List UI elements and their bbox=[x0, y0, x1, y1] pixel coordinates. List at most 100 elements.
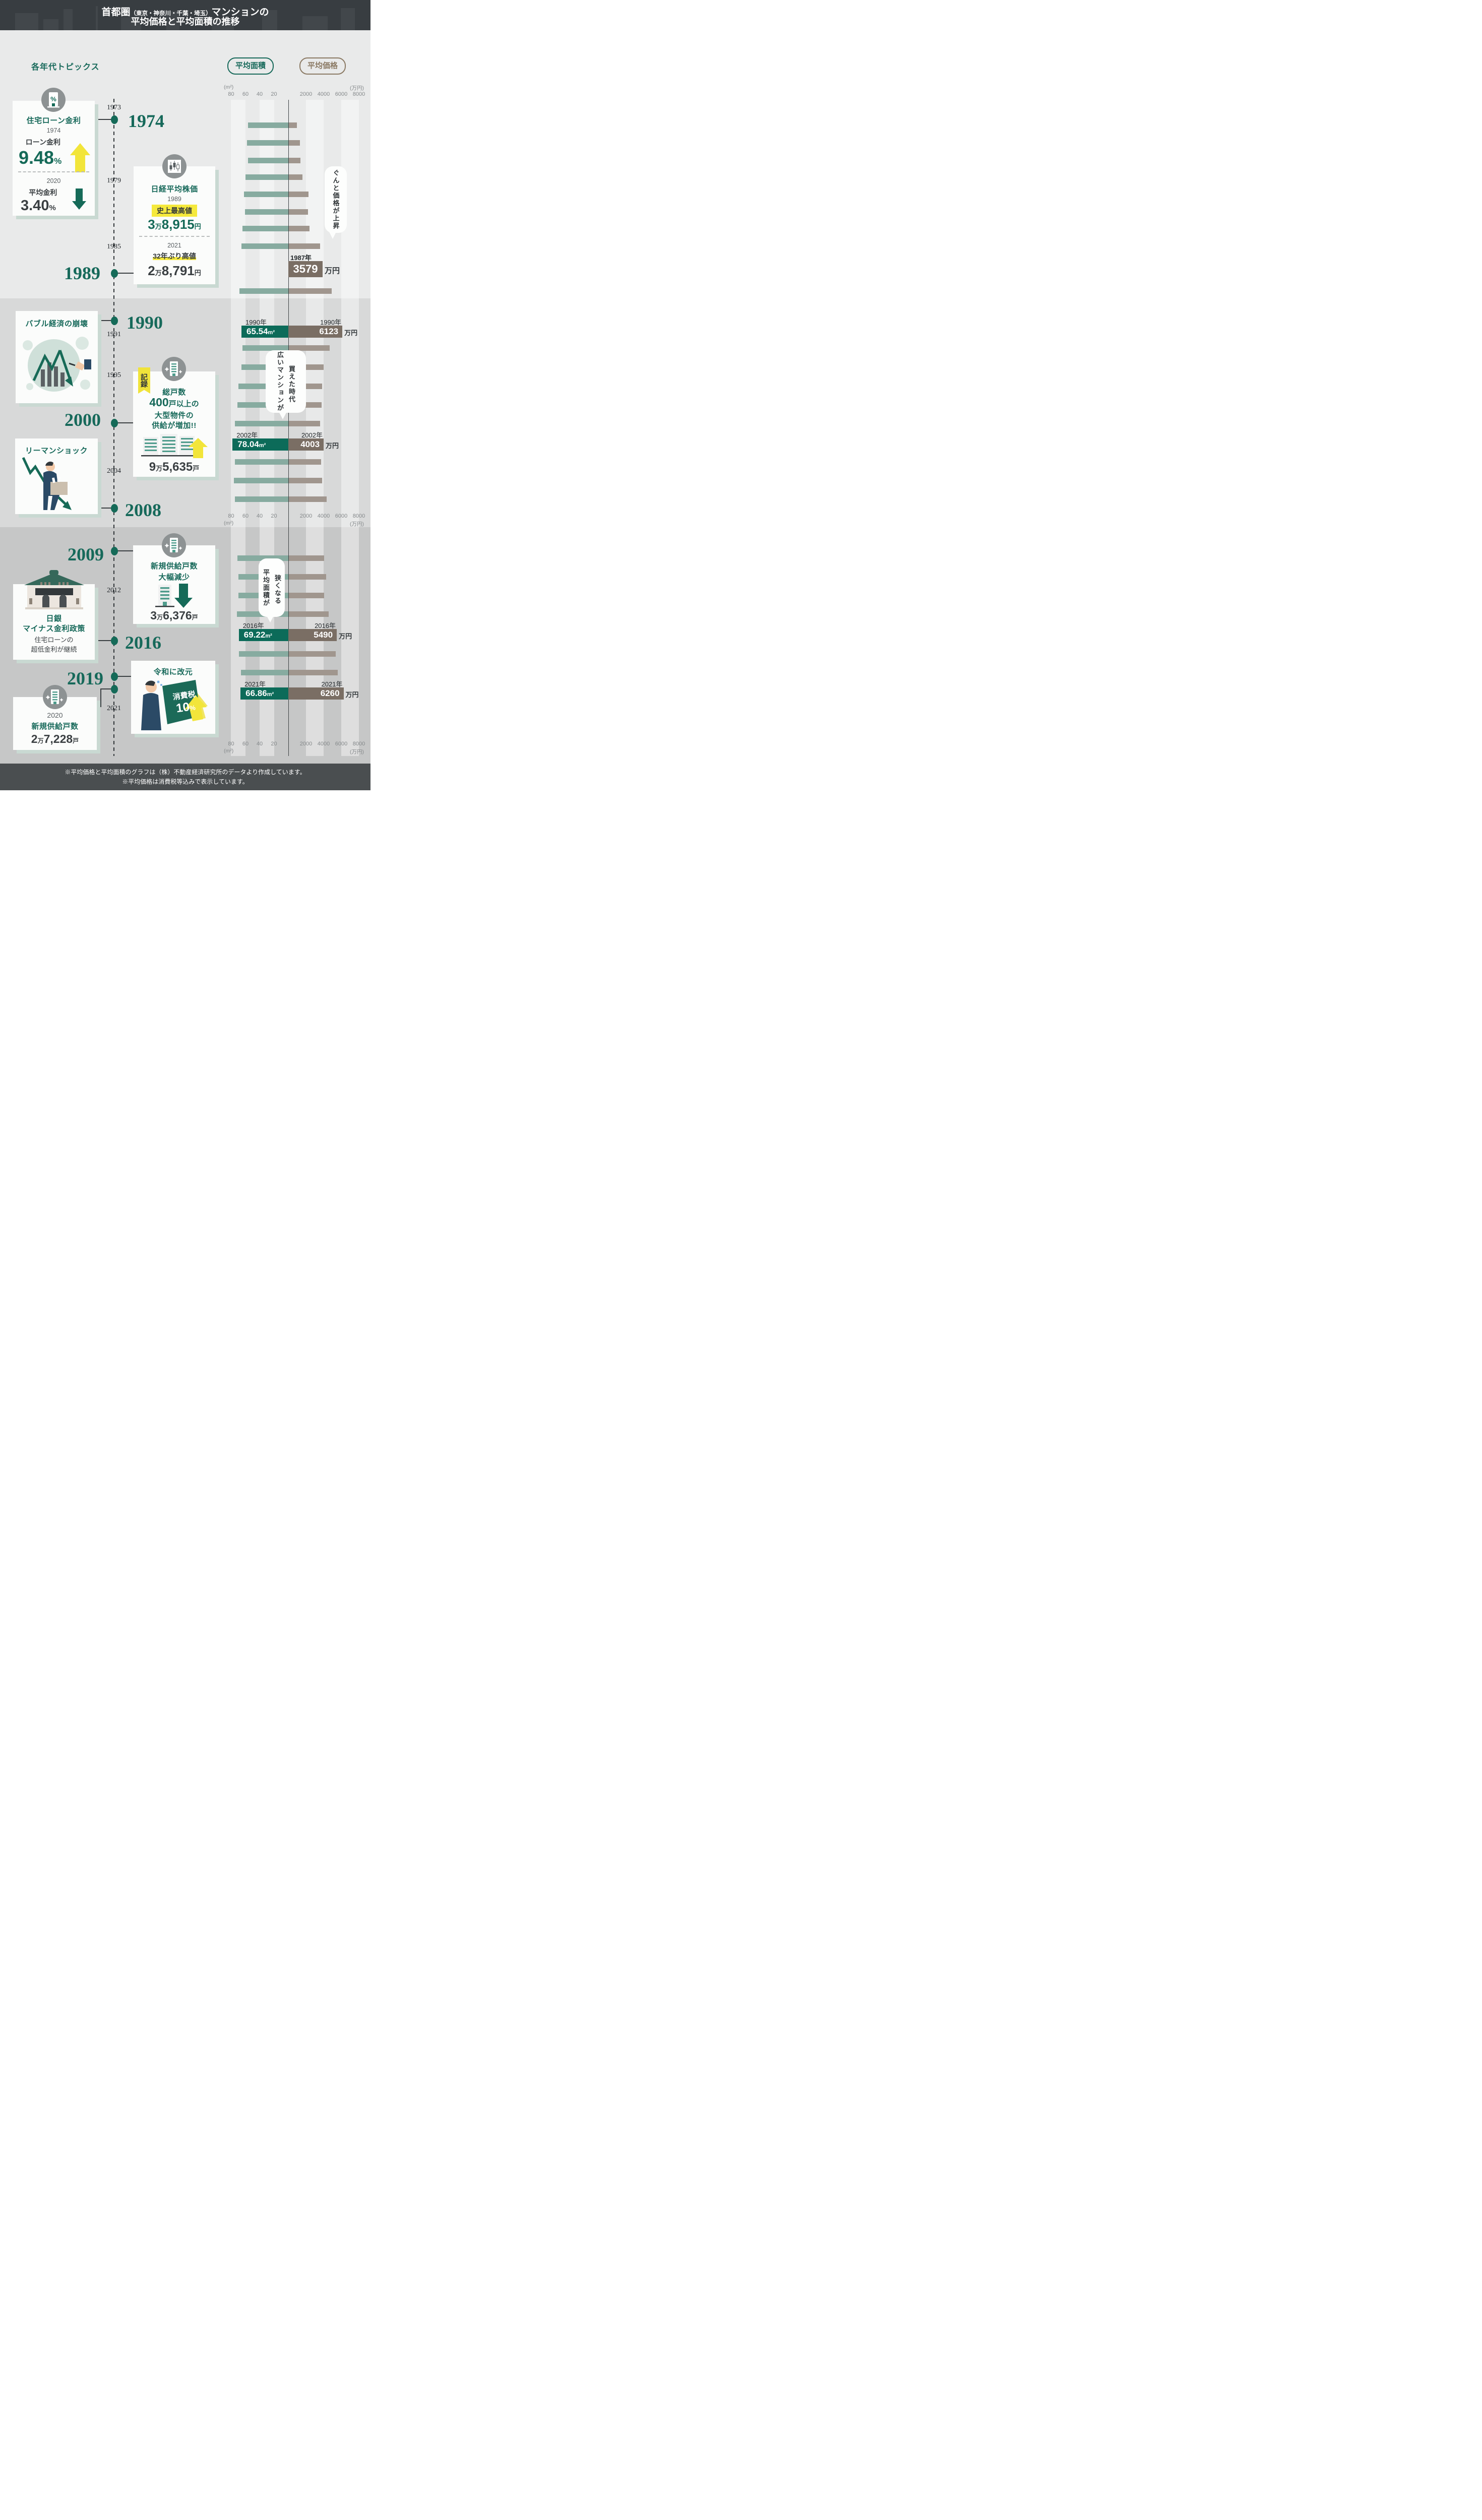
area-bar-1985 bbox=[242, 225, 288, 231]
area-bar-2006 bbox=[234, 477, 288, 483]
timeline-dot-extra bbox=[111, 685, 118, 694]
price-bar-2021: 6260 bbox=[288, 687, 344, 700]
axis-tick-price: 2000 bbox=[299, 91, 313, 97]
price-unit-label: 万円 bbox=[345, 691, 359, 699]
card-divider bbox=[18, 171, 89, 172]
timeline-year-2004: 2004 bbox=[107, 467, 121, 475]
price-bar-1983 bbox=[288, 209, 308, 215]
building-sparkle-icon bbox=[162, 533, 186, 557]
price-value-label: 6123 bbox=[319, 327, 339, 336]
card-title-line2: 大幅減少 bbox=[158, 573, 190, 582]
timeline-connector bbox=[98, 508, 111, 509]
card-bubble-collapse: バブル経済の崩壊 bbox=[16, 311, 98, 403]
nikkei-1989-value: 3万8,915円 bbox=[148, 217, 201, 232]
axis-unit-m2: (m²) bbox=[224, 520, 234, 526]
axis-tick-area: 40 bbox=[256, 513, 263, 519]
card-record-supply: 総戸数 400戸以上の 大型物件の 供給が増加!! 9万5,635戸 bbox=[133, 371, 215, 477]
price-bar-1973 bbox=[288, 122, 297, 128]
year-label: 1989 bbox=[167, 196, 181, 203]
axis-tick-price: 6000 bbox=[335, 91, 348, 97]
record-high-badge: 史上最高値 bbox=[140, 205, 209, 217]
timeline-bigyear-1974: 1974 bbox=[128, 111, 164, 131]
price-unit-label: 万円 bbox=[326, 442, 339, 450]
lehman-shock-illustration bbox=[22, 457, 72, 510]
skyline-tower bbox=[96, 6, 98, 30]
price-bar-2011 bbox=[288, 574, 327, 580]
area-unit-label: m² bbox=[265, 633, 272, 639]
building-down-arrow-illustration bbox=[155, 584, 193, 608]
year-label: 2021 bbox=[167, 242, 181, 249]
axis-tick-price: 2000 bbox=[299, 513, 313, 519]
speech-bubble-tail bbox=[329, 231, 337, 239]
area-bar-1989 bbox=[239, 288, 288, 294]
svg-text:%: % bbox=[50, 95, 56, 103]
speech-bubble-price-rise: ぐんと価格が上昇 bbox=[325, 166, 347, 233]
footer-note-1: ※平均価格と平均面積のグラフは（株）不動産経済研究所のデータより作成しています。 bbox=[65, 769, 306, 776]
consumption-tax-label: 消費税 10% bbox=[172, 690, 196, 716]
timeline-year-2012: 2012 bbox=[107, 587, 121, 594]
area-bar-2021: 66.86m² bbox=[240, 687, 288, 700]
card-divider bbox=[139, 236, 210, 237]
highlight-year-left-1990: 1990年 bbox=[245, 319, 267, 326]
axis-tick-area: 80 bbox=[228, 741, 234, 747]
price-bar-1989 bbox=[288, 288, 332, 294]
price-unit-label: 万円 bbox=[339, 633, 352, 640]
card-title: 日経平均株価 bbox=[151, 185, 198, 194]
skyline-building bbox=[121, 17, 141, 30]
area-bar-1996 bbox=[238, 383, 288, 389]
price-bar-1985 bbox=[288, 225, 310, 231]
speech-bubble-tail bbox=[278, 411, 287, 419]
axis-unit-manen: (万円) bbox=[350, 521, 364, 527]
price-bar-2000 bbox=[288, 420, 320, 426]
record-ribbon: 記録 bbox=[138, 367, 150, 394]
callout-1987-year: 1987年 bbox=[290, 254, 312, 262]
value-label: 平均金利 bbox=[29, 188, 57, 197]
timeline-bigyear-2009: 2009 bbox=[68, 544, 104, 564]
area-bar-2008 bbox=[234, 496, 288, 502]
chart-center-axis-line bbox=[288, 100, 289, 756]
highlight-year-left-2021: 2021年 bbox=[244, 680, 266, 688]
price-bar-2013 bbox=[288, 592, 325, 598]
record-units-value: 9万5,635戸 bbox=[149, 460, 200, 474]
timeline-connector bbox=[95, 119, 111, 120]
grid-stripe bbox=[260, 100, 274, 756]
highlight-year-right-2016: 2016年 bbox=[315, 622, 336, 629]
building-sparkle-icon bbox=[162, 357, 186, 381]
area-unit-label: m² bbox=[268, 330, 275, 336]
card-nikkei-average: 日経平均株価 1989 史上最高値 3万8,915円 2021 32年ぶり高値 … bbox=[134, 166, 215, 284]
timeline-bigyear-1990: 1990 bbox=[127, 312, 163, 333]
skyline-building bbox=[166, 11, 179, 30]
card-title-line1: 日銀 bbox=[46, 614, 62, 623]
price-bar-1987 bbox=[288, 243, 320, 249]
area-bar-1994 bbox=[241, 364, 288, 370]
speech-bubble-area-shrink: 平均面積が 狭くなる bbox=[259, 558, 285, 617]
card-title: 新規供給戸数 bbox=[31, 722, 79, 731]
area-bar-1992 bbox=[242, 345, 288, 351]
area-bar-2020 bbox=[240, 669, 288, 675]
axis-tick-area: 20 bbox=[271, 91, 277, 97]
callout-1987-unit: 万円 bbox=[325, 267, 340, 275]
axis-tick-price: 8000 bbox=[352, 513, 365, 519]
area-bar-1973 bbox=[248, 122, 288, 128]
grid-stripe bbox=[231, 100, 245, 756]
axis-tick-area: 60 bbox=[242, 741, 249, 747]
year-label: 2020 bbox=[47, 711, 63, 719]
highlight-year-right-1990: 1990年 bbox=[320, 319, 342, 326]
area-unit-label: m² bbox=[259, 443, 266, 449]
axis-tick-area: 60 bbox=[242, 513, 249, 519]
timeline-dot-2009 bbox=[111, 547, 118, 555]
price-unit-label: 万円 bbox=[344, 329, 358, 337]
timeline-year-1985: 1985 bbox=[107, 243, 121, 250]
axis-tick-price: 4000 bbox=[317, 741, 330, 747]
skyline-building bbox=[64, 9, 73, 30]
area-bar-1983 bbox=[245, 209, 288, 215]
price-bar-2016: 5490 bbox=[288, 629, 337, 641]
footer-notes: ※平均価格と平均面積のグラフは（株）不動産経済研究所のデータより作成しています。… bbox=[0, 764, 371, 790]
price-bar-1975 bbox=[288, 140, 300, 146]
bubble-economy-illustration bbox=[23, 337, 91, 392]
skyline-building bbox=[341, 8, 355, 30]
supply-2020-value: 2万7,228戸 bbox=[31, 732, 79, 745]
page-title-line1: 首都圏（東京・神奈川・千葉・埼玉）マンションの bbox=[101, 7, 269, 18]
timeline-line bbox=[113, 99, 114, 756]
highlight-year-right-2002: 2002年 bbox=[301, 431, 323, 439]
